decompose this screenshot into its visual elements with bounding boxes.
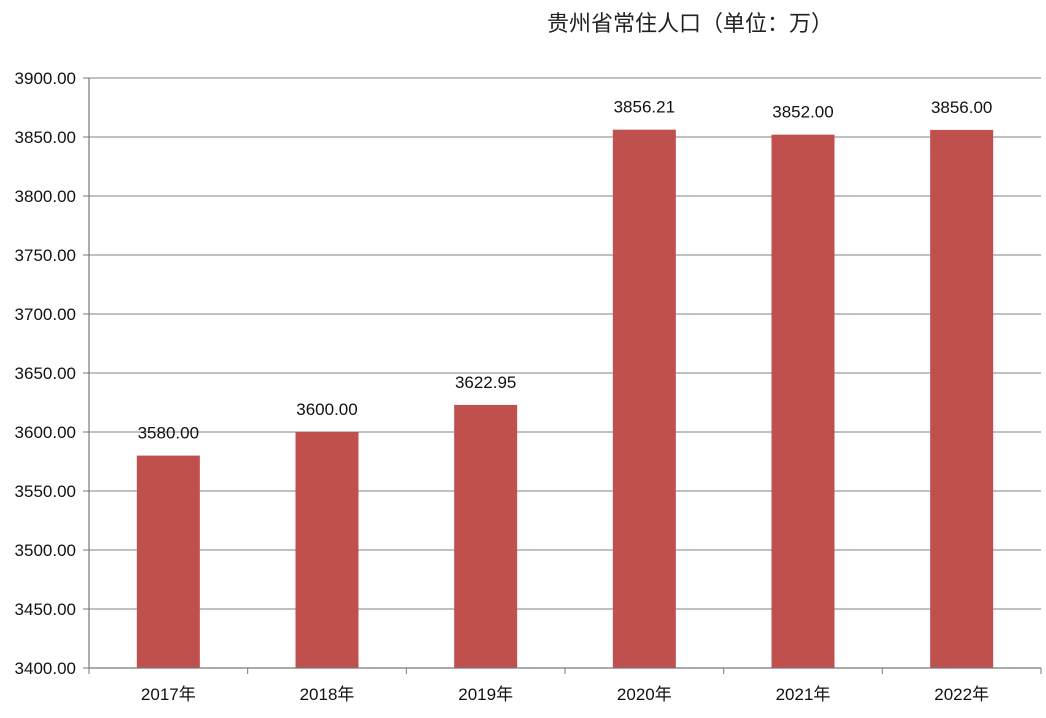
x-tick-label: 2017年	[141, 685, 196, 704]
x-tick-label: 2019年	[458, 685, 513, 704]
x-tick-label: 2018年	[300, 685, 355, 704]
bar-value-label: 3856.00	[931, 98, 992, 117]
axes	[88, 78, 1042, 674]
chart-title: 贵州省常住人口（单位：万）	[547, 12, 833, 37]
y-tick-label: 3850.00	[15, 128, 76, 147]
y-tick-label: 3750.00	[15, 246, 76, 265]
y-tick-label: 3400.00	[15, 659, 76, 678]
y-tick-label: 3650.00	[15, 364, 76, 383]
y-tick-label: 3900.00	[15, 69, 76, 88]
bar-value-label: 3852.00	[772, 103, 833, 122]
bar-value-label: 3856.21	[614, 98, 675, 117]
bar	[612, 129, 676, 669]
bar	[771, 134, 835, 668]
x-tick-label: 2022年	[934, 685, 989, 704]
bar	[295, 432, 359, 668]
bar-value-labels: 3580.00 3600.00 3622.95 3856.21 3852.00 3856.…	[138, 98, 993, 443]
bar	[454, 404, 518, 668]
bar-value-label: 3622.95	[455, 373, 516, 392]
bar-value-label: 3580.00	[138, 424, 199, 443]
y-tick-label: 3700.00	[15, 305, 76, 324]
y-tick-label: 3550.00	[15, 482, 76, 501]
bar	[136, 455, 200, 668]
y-tick-label: 3500.00	[15, 541, 76, 560]
x-axis-tick-labels: 2017年 2018年 2019年 2020年 2021年 2022年	[141, 685, 989, 704]
y-tick-label: 3600.00	[15, 423, 76, 442]
bar	[930, 129, 994, 669]
y-tick-label: 3450.00	[15, 600, 76, 619]
y-tick-label: 3800.00	[15, 187, 76, 206]
y-axis-tick-labels: 3400.00 3450.00 3500.00 3550.00 3600.00 3650.…	[15, 69, 76, 678]
bar-value-label: 3600.00	[296, 400, 357, 419]
x-tick-label: 2021年	[776, 685, 831, 704]
gridlines	[83, 77, 1041, 669]
bars	[136, 129, 994, 669]
x-tick-label: 2020年	[617, 685, 672, 704]
